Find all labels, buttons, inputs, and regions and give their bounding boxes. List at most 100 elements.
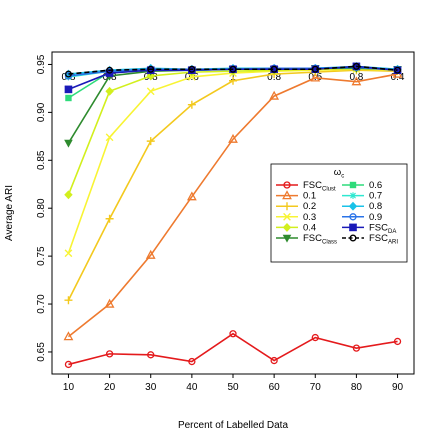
y-tick-label: 0.80	[36, 198, 47, 218]
legend-label-main: 0.6	[369, 180, 382, 191]
x-axis: 10 20 30 40 50 60 70 80 90	[63, 374, 404, 393]
data-point	[146, 137, 155, 146]
data-point	[187, 100, 196, 109]
legend-entry: 0.3	[276, 212, 316, 223]
legend-entry: 0.4	[276, 222, 316, 233]
data-point	[64, 85, 73, 94]
data-point	[64, 190, 73, 200]
legend-swatch-marker	[349, 223, 357, 232]
y-tick-label: 0.65	[36, 342, 47, 362]
legend-swatch-marker	[283, 181, 291, 189]
data-point	[188, 65, 196, 73]
data-point	[269, 90, 280, 100]
legend-box	[270, 163, 408, 263]
x-tick-label: 30	[145, 382, 157, 393]
data-point	[64, 139, 73, 148]
legend-label-main: FSC	[303, 180, 322, 191]
data-point	[105, 133, 114, 142]
data-point	[65, 94, 72, 102]
legend-entry: FSCARI	[342, 233, 398, 246]
legend-label-sub: ARI	[388, 240, 398, 246]
legend-label: 0.8	[369, 201, 382, 212]
legend-entry: 0.1	[276, 190, 316, 202]
data-point	[352, 62, 360, 70]
legend-entry: FSCClass	[276, 233, 337, 246]
series-line	[67, 73, 398, 338]
legend-label: 0.1	[303, 191, 316, 202]
legend-label: 0.4	[303, 222, 316, 233]
x-tick-label: 70	[310, 382, 322, 393]
data-point	[145, 249, 156, 259]
data-point	[311, 333, 319, 342]
legend-label-main: 0.3	[303, 212, 316, 223]
data-point	[311, 65, 319, 73]
data-point	[105, 214, 114, 223]
legend-label-main: 0.1	[303, 191, 316, 202]
legend-entry: FSCClust	[276, 180, 336, 193]
legend-label-main: FSC	[369, 222, 388, 233]
legend-label: FSCClass	[303, 233, 337, 246]
legend-label-sub: Class	[322, 240, 337, 246]
legend-label-main: 0.9	[369, 212, 382, 223]
data-point	[188, 357, 196, 366]
data-point	[147, 351, 155, 359]
legend-entry: 0.8	[342, 201, 382, 212]
legend-entry: 0.9	[342, 212, 382, 223]
data-point	[104, 298, 115, 308]
y-tick-label: 0.85	[36, 150, 47, 170]
data-point	[146, 87, 155, 96]
series-0-1	[63, 68, 403, 341]
series-fsc-ari	[65, 62, 401, 78]
legend-label-main: 0.7	[369, 191, 382, 202]
data-point	[64, 72, 73, 80]
legend-title: ωc	[334, 167, 344, 180]
legend-swatch-marker	[348, 201, 358, 211]
legend-swatch-marker	[282, 190, 292, 200]
data-point	[351, 76, 362, 86]
data-point	[105, 86, 114, 96]
data-point	[106, 66, 114, 74]
legend-swatch-marker	[349, 181, 357, 189]
legend-label: 0.2	[303, 201, 316, 212]
data-point	[229, 76, 237, 85]
legend-label: FSCClust	[303, 180, 336, 193]
y-tick-label: 0.75	[36, 246, 47, 266]
legend-label: 0.6	[369, 180, 382, 191]
data-point	[270, 356, 278, 365]
y-tick-label: 0.95	[36, 54, 47, 74]
data-point	[65, 70, 72, 78]
data-point	[228, 133, 238, 143]
data-point	[352, 344, 361, 352]
legend-label: 0.3	[303, 212, 316, 223]
x-tick-label: 40	[186, 382, 198, 393]
legend-label-sub: Clust	[322, 187, 336, 193]
y-axis-title: Average ARI	[4, 185, 15, 241]
data-point	[229, 65, 237, 73]
data-point	[64, 296, 73, 305]
data-point	[147, 65, 155, 73]
legend-swatch-marker	[283, 212, 291, 221]
y-axis: 0.65 0.70 0.75 0.80 0.85 0.90 0.95	[36, 54, 52, 362]
series-line	[68, 65, 398, 75]
x-tick-label: 10	[63, 382, 75, 393]
data-point	[270, 65, 278, 73]
legend-label-main: 0.2	[303, 201, 316, 212]
legend-label: FSCDA	[369, 222, 396, 235]
legend-label-main: FSC	[303, 233, 322, 244]
series-fsc-clust	[64, 330, 402, 369]
legend-swatch-marker	[283, 202, 291, 211]
legend-label-sub: DA	[388, 229, 396, 235]
legend: ωc FSCClust0.10.20.30.4FSCClass0.60.70.8…	[270, 163, 408, 263]
x-tick-label: 50	[227, 382, 239, 393]
x-tick-label: 20	[104, 382, 116, 393]
legend-label: FSCARI	[369, 233, 398, 246]
legend-entry: 0.7	[342, 191, 382, 202]
y-tick-label: 0.70	[36, 294, 47, 314]
legend-label: 0.7	[369, 191, 382, 202]
x-axis-title: Percent of Labelled Data	[178, 420, 289, 431]
marker-cross	[64, 85, 73, 94]
legend-label-main: 0.4	[303, 222, 316, 233]
data-point	[310, 72, 321, 82]
data-point	[187, 73, 196, 81]
